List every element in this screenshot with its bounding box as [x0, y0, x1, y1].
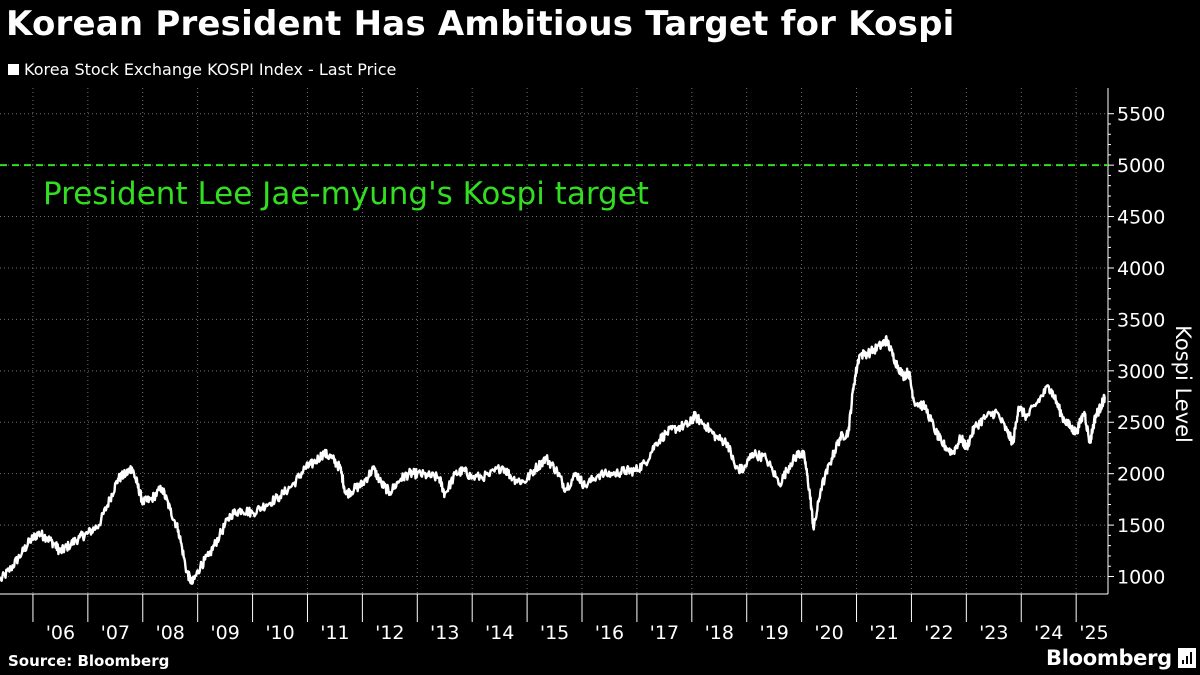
x-tick-label-2006: '06 [46, 622, 75, 644]
target-annotation: President Lee Jae-myung's Kospi target [43, 176, 649, 212]
legend-swatch [8, 64, 19, 75]
x-tick-label-2008: '08 [156, 622, 185, 644]
x-axis: '06 '07 '08 '09 '10 '11 '12 '13 '14 '15 '16 '17 '18 '… [0, 593, 1109, 644]
chart-title: Korean President Has Ambitious Target fo… [6, 4, 955, 44]
x-tick-label-2014: '14 [485, 622, 514, 644]
y-tick-label-1000: 1000 [1117, 567, 1165, 589]
x-tick-label-2016: '16 [595, 622, 624, 644]
x-tick-label-2019: '19 [759, 622, 788, 644]
legend-label: Korea Stock Exchange KOSPI Index - Last … [24, 60, 397, 79]
brand-logo: Bloomberg [1046, 646, 1196, 670]
y-tick-label-5500: 5500 [1117, 104, 1165, 126]
x-tick-label-2009: '09 [210, 622, 239, 644]
y-tick-label-2000: 2000 [1117, 464, 1165, 486]
source-note: Source: Bloomberg [8, 652, 170, 670]
target-line-group: President Lee Jae-myung's Kospi target [0, 164, 1108, 212]
series-group [0, 335, 1106, 585]
x-tick-label-2018: '18 [705, 622, 734, 644]
vertical-gridlines [32, 88, 1077, 594]
x-tick-label-2011: '11 [320, 622, 349, 644]
brand-name: Bloomberg [1046, 646, 1172, 670]
series-line-kospi [0, 335, 1106, 585]
y-axis-label: Kospi Level [1171, 325, 1195, 443]
x-tick-label-2021: '21 [869, 622, 898, 644]
y-tick-label-1500: 1500 [1117, 515, 1165, 537]
y-tick-label-4000: 4000 [1117, 258, 1165, 280]
x-tick-label-2024: '24 [1034, 622, 1063, 644]
x-tick-label-2015: '15 [540, 622, 569, 644]
y-tick-label-3500: 3500 [1117, 309, 1165, 331]
y-axis: 1000 1500 2000 2500 3000 3500 4000 4500 5000 5500 [1107, 88, 1165, 594]
y-tick-label-2500: 2500 [1117, 412, 1165, 434]
x-tick-label-2023: '23 [979, 622, 1008, 644]
x-tick-label-2007: '07 [101, 622, 130, 644]
x-tick-label-2025: '25 [1079, 622, 1108, 644]
x-tick-label-2022: '22 [924, 622, 953, 644]
x-tick-label-2017: '17 [650, 622, 679, 644]
y-tick-label-5000: 5000 [1117, 155, 1165, 177]
y-tick-label-3000: 3000 [1117, 361, 1165, 383]
x-tick-label-2010: '10 [265, 622, 294, 644]
x-tick-label-2020: '20 [814, 622, 843, 644]
x-tick-label-2012: '12 [375, 622, 404, 644]
y-tick-label-4500: 4500 [1117, 207, 1165, 229]
legend: Korea Stock Exchange KOSPI Index - Last … [8, 60, 396, 79]
x-tick-label-2013: '13 [430, 622, 459, 644]
bloomberg-terminal-icon [1177, 648, 1196, 668]
